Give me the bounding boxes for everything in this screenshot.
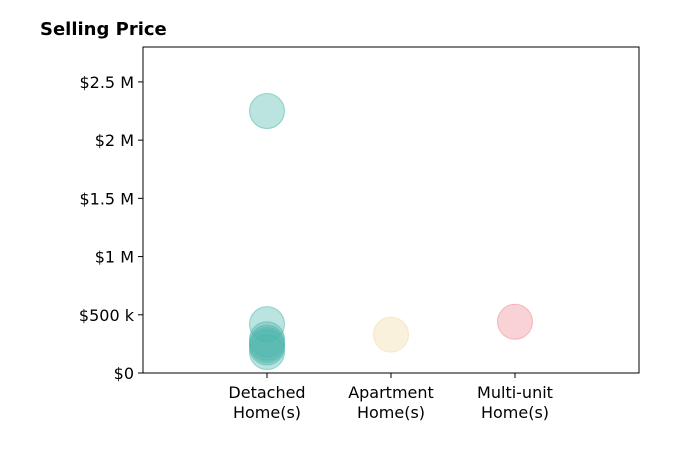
x-axis: DetachedHome(s)ApartmentHome(s)Multi-uni… xyxy=(228,373,553,422)
y-tick-label: $1 M xyxy=(95,248,134,267)
x-tick-label: Home(s) xyxy=(233,403,301,422)
x-tick-label: Home(s) xyxy=(481,403,549,422)
x-tick-label: Detached xyxy=(228,383,305,402)
y-axis: $0 $500 k $1 M $1.5 M $2 M $2.5 M xyxy=(79,73,143,383)
data-point xyxy=(249,93,285,130)
x-tick-label: Home(s) xyxy=(357,403,425,422)
y-tick-label: $0 xyxy=(114,364,134,383)
data-point xyxy=(373,316,409,353)
data-point xyxy=(249,329,285,366)
y-tick-label: $1.5 M xyxy=(79,189,134,208)
y-tick-label: $500 k xyxy=(79,306,135,325)
y-tick-label: $2 M xyxy=(95,131,134,150)
data-point xyxy=(249,306,285,343)
data-point xyxy=(249,334,285,371)
data-points xyxy=(249,93,533,371)
x-tick-label: Multi-unit xyxy=(477,383,553,402)
x-tick-label: Apartment xyxy=(348,383,434,402)
data-point xyxy=(497,303,533,340)
y-tick-label: $2.5 M xyxy=(79,73,134,92)
chart-title: Selling Price xyxy=(40,19,167,40)
